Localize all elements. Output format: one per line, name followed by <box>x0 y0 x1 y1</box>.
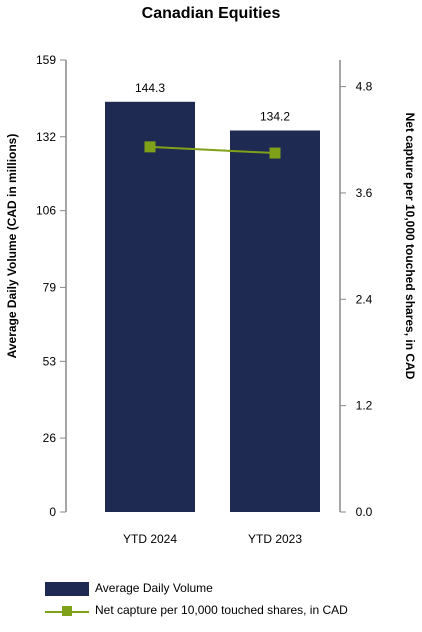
right-tick-label: 4.8 <box>356 80 373 94</box>
bar-value-label: 134.2 <box>260 110 290 124</box>
x-axis-labels: YTD 2024 YTD 2023 <box>123 532 302 546</box>
right-tick-label: 0.0 <box>356 505 373 519</box>
legend-swatch-bar <box>45 582 89 596</box>
right-tick-label: 1.2 <box>356 399 373 413</box>
left-tick-label: 0 <box>49 505 56 519</box>
legend-label-line: Net capture per 10,000 touched shares, i… <box>95 603 348 617</box>
right-tick-label: 2.4 <box>356 292 373 306</box>
legend-swatch-marker <box>62 606 72 616</box>
left-tick-label: 106 <box>36 204 56 218</box>
line-marker <box>269 147 281 159</box>
left-axis: 0 26 53 79 106 132 159 <box>36 53 67 519</box>
bar-value-label: 144.3 <box>135 81 165 95</box>
line-path <box>149 145 276 155</box>
y-axis-label-right: Net capture per 10,000 touched shares, i… <box>403 113 417 380</box>
bar <box>230 130 320 513</box>
right-axis: 0.0 1.2 2.4 3.6 4.8 <box>339 60 373 519</box>
line-series <box>144 141 281 159</box>
chart-plot: 0 26 53 79 106 132 159 0.0 1.2 2.4 3.6 4.8 144.3 13… <box>5 53 417 546</box>
bars: 144.3 134.2 <box>105 81 320 513</box>
left-tick-label: 53 <box>43 354 57 368</box>
y-axis-label-left: Average Daily Volume (CAD in millions) <box>5 134 19 359</box>
line-marker <box>144 141 156 153</box>
chart-title: Canadian Equities <box>141 5 281 22</box>
left-tick-label: 159 <box>36 53 56 67</box>
right-tick-label: 3.6 <box>356 186 373 200</box>
left-tick-label: 26 <box>43 431 57 445</box>
bar <box>105 101 195 512</box>
x-tick-label: YTD 2024 <box>123 532 177 546</box>
left-tick-label: 132 <box>36 130 56 144</box>
legend-label-bar: Average Daily Volume <box>95 581 213 595</box>
left-tick-label: 79 <box>43 280 57 294</box>
x-tick-label: YTD 2023 <box>248 532 302 546</box>
